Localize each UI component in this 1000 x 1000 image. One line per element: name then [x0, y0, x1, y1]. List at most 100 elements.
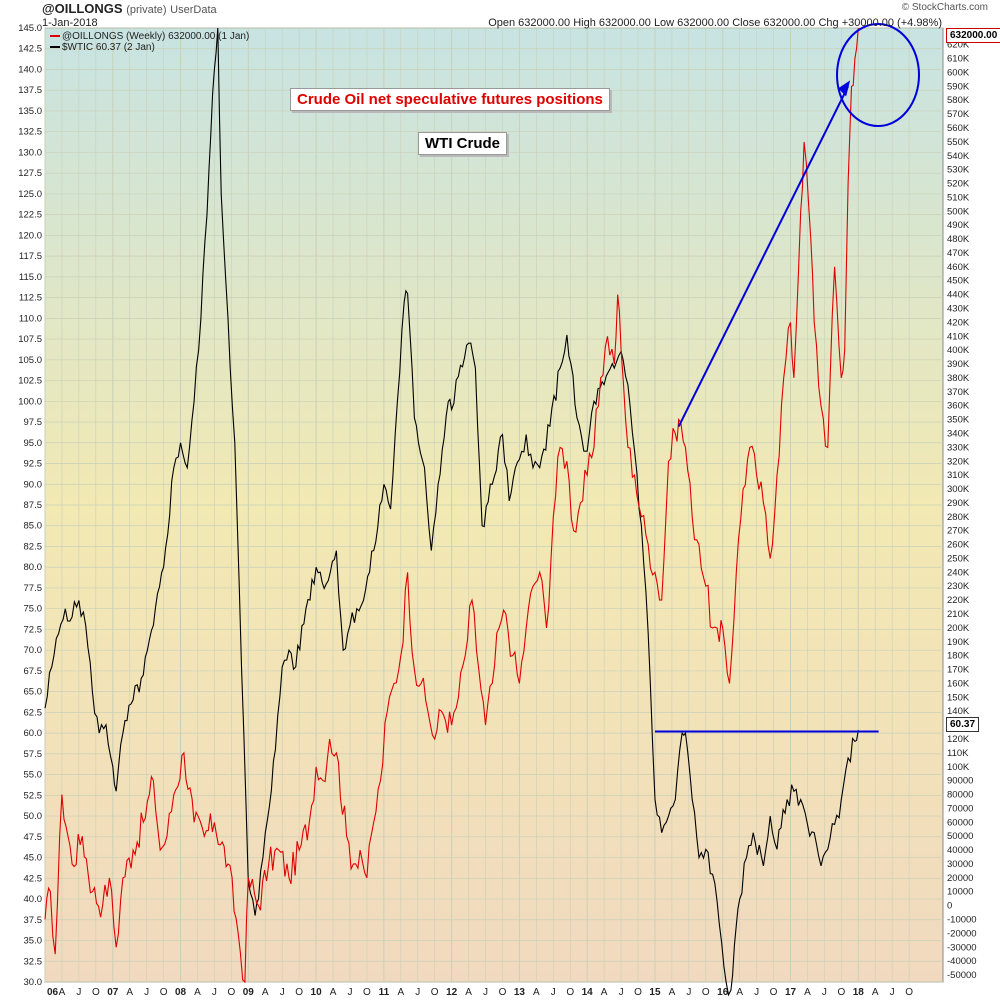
x-tick-label: J	[483, 987, 488, 998]
right-tick-label: 0	[947, 901, 952, 912]
left-tick-label: 125.0	[18, 189, 42, 200]
left-tick-label: 145.0	[18, 23, 42, 34]
left-tick-label: 82.5	[24, 541, 43, 552]
last-value-tag-right: 632000.00	[946, 28, 1000, 43]
right-tick-label: 320K	[947, 456, 970, 467]
x-tick-label: O	[702, 987, 710, 998]
right-tick-label: 610K	[947, 54, 970, 65]
right-tick-label: 310K	[947, 470, 970, 481]
left-tick-label: 132.5	[18, 127, 42, 138]
chart-date: 1-Jan-2018	[42, 17, 98, 29]
x-tick-label: J	[415, 987, 420, 998]
left-tick-label: 62.5	[24, 707, 43, 718]
right-tick-label: 20000	[947, 873, 973, 884]
right-tick-label: 240K	[947, 567, 970, 578]
x-tick-label: J	[551, 987, 556, 998]
x-tick-label: J	[619, 987, 624, 998]
x-tick-label: A	[465, 987, 472, 998]
right-tick-label: 450K	[947, 276, 970, 287]
x-tick-label: A	[126, 987, 133, 998]
x-tick-label: 12	[446, 987, 458, 998]
right-tick-label: -20000	[947, 928, 977, 939]
right-tick-label: 180K	[947, 651, 970, 662]
right-tick-label: 590K	[947, 81, 970, 92]
left-tick-label: 95.0	[24, 438, 43, 449]
right-tick-label: 300K	[947, 484, 970, 495]
x-tick-label: 18	[853, 987, 865, 998]
right-tick-label: 140K	[947, 706, 970, 717]
right-tick-label: 440K	[947, 290, 970, 301]
right-tick-label: 190K	[947, 637, 970, 648]
right-tick-label: 360K	[947, 401, 970, 412]
x-tick-label: A	[262, 987, 269, 998]
legend-swatch-black	[50, 46, 60, 48]
right-tick-label: 370K	[947, 387, 970, 398]
left-tick-label: 55.0	[24, 770, 43, 781]
x-tick-label: 08	[175, 987, 187, 998]
x-tick-label: J	[890, 987, 895, 998]
right-tick-label: 340K	[947, 428, 970, 439]
left-tick-label: 87.5	[24, 500, 43, 511]
right-tick-label: 280K	[947, 512, 970, 523]
right-tick-label: 600K	[947, 67, 970, 78]
x-tick-label: O	[770, 987, 778, 998]
right-tick-label: 160K	[947, 678, 970, 689]
left-tick-label: 130.0	[18, 147, 42, 158]
x-tick-label: O	[634, 987, 642, 998]
x-tick-label: 09	[243, 987, 255, 998]
left-tick-label: 120.0	[18, 230, 42, 241]
right-tick-label: 40000	[947, 845, 973, 856]
right-tick-label: 400K	[947, 345, 970, 356]
right-tick-label: 170K	[947, 665, 970, 676]
x-tick-label: 15	[649, 987, 661, 998]
right-tick-label: 500K	[947, 206, 970, 217]
left-tick-label: 45.0	[24, 853, 43, 864]
right-tick-label: 410K	[947, 331, 970, 342]
legend-oillongs: @OILLONGS (Weekly) 632000.00 (1 Jan)	[50, 31, 249, 42]
x-tick-label: A	[194, 987, 201, 998]
right-tick-label: 430K	[947, 304, 970, 315]
x-tick-label: O	[431, 987, 439, 998]
left-tick-label: 100.0	[18, 396, 42, 407]
annotation-title: Crude Oil net speculative futures positi…	[290, 88, 610, 111]
left-tick-label: 32.5	[24, 956, 43, 967]
x-tick-label: A	[397, 987, 404, 998]
x-tick-label: A	[533, 987, 540, 998]
x-tick-label: 14	[582, 987, 594, 998]
right-tick-label: 70000	[947, 803, 973, 814]
right-tick-label: 460K	[947, 262, 970, 273]
legend-oillongs-label: @OILLONGS (Weekly) 632000.00 (1 Jan)	[62, 31, 249, 42]
x-tick-label: J	[347, 987, 352, 998]
legend-swatch-red	[50, 35, 60, 37]
left-tick-label: 47.5	[24, 832, 43, 843]
left-tick-label: 117.5	[19, 251, 42, 262]
left-tick-label: 122.5	[18, 210, 42, 221]
legend-wtic-label: $WTIC 60.37 (2 Jan)	[62, 42, 155, 53]
x-tick-label: J	[76, 987, 81, 998]
left-tick-label: 70.0	[24, 645, 43, 656]
right-tick-label: 100K	[947, 762, 970, 773]
x-tick-label: O	[295, 987, 303, 998]
x-tick-label: 10	[311, 987, 323, 998]
right-tick-label: -40000	[947, 956, 977, 967]
right-tick-label: 570K	[947, 109, 970, 120]
x-tick-label: 11	[379, 987, 390, 998]
left-tick-label: 107.5	[18, 334, 42, 345]
x-tick-label: O	[566, 987, 574, 998]
left-tick-label: 77.5	[24, 583, 43, 594]
left-tick-label: 35.0	[24, 936, 43, 947]
right-tick-label: 250K	[947, 553, 970, 564]
left-tick-label: 97.5	[24, 417, 43, 428]
left-tick-label: 115.0	[19, 272, 42, 283]
left-tick-label: 102.5	[18, 376, 42, 387]
right-tick-label: 480K	[947, 234, 970, 245]
left-tick-label: 60.0	[24, 728, 43, 739]
x-tick-label: 07	[107, 987, 119, 998]
x-tick-label: O	[905, 987, 913, 998]
quote-line: Open 632000.00 High 632000.00 Low 632000…	[488, 17, 942, 29]
left-tick-label: 135.0	[18, 106, 42, 117]
x-tick-label: A	[601, 987, 608, 998]
left-tick-label: 137.5	[18, 85, 42, 96]
right-tick-label: 10000	[947, 887, 973, 898]
right-tick-label: 200K	[947, 623, 970, 634]
